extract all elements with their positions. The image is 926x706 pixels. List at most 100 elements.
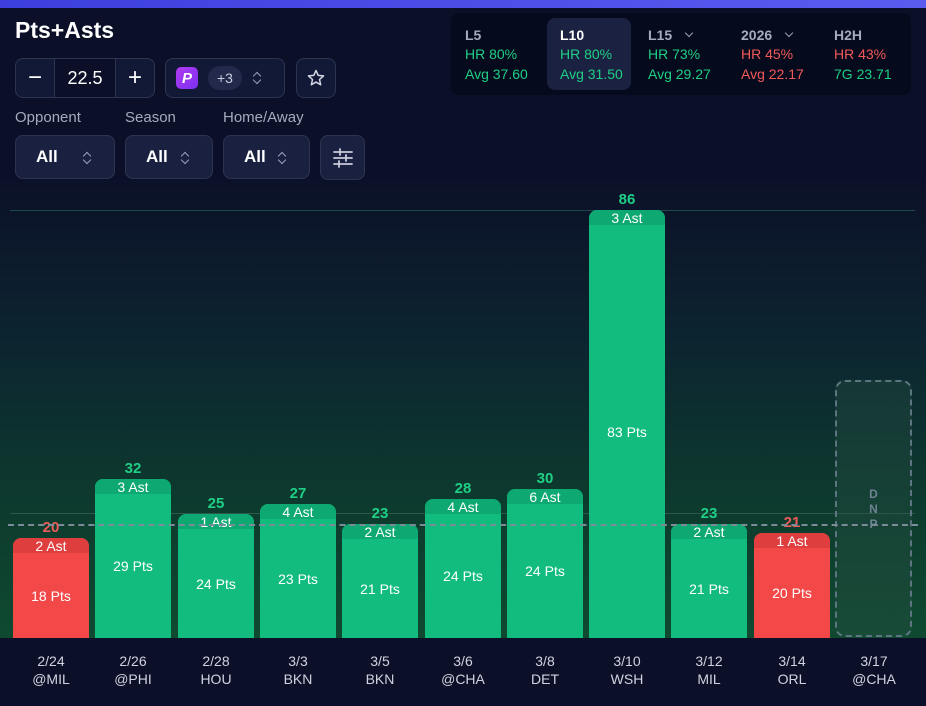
- assists-segment: [589, 210, 665, 225]
- stat-tab-l5[interactable]: L5 HR 80% Avg 37.60: [452, 18, 536, 90]
- x-axis-label: 3/8 DET: [504, 652, 586, 688]
- points-label: 21 Pts: [689, 581, 729, 597]
- total-value-label: 25: [207, 495, 225, 512]
- game-date: 3/8: [535, 653, 555, 669]
- assists-segment: [342, 524, 418, 539]
- x-axis-label: 3/14 ORL: [751, 652, 833, 688]
- assists-segment: [425, 499, 501, 514]
- game-opponent: HOU: [200, 671, 232, 687]
- points-label: 23 Pts: [278, 571, 318, 587]
- points-label: 21 Pts: [360, 581, 400, 597]
- game-date: 2/28: [202, 653, 230, 669]
- game-opponent: BKN: [283, 671, 313, 687]
- game-bar[interactable]: 6 Ast 24 Pts: [507, 489, 583, 638]
- total-value-label: 86: [618, 191, 636, 208]
- game-date: 3/14: [778, 653, 806, 669]
- stat-average: Avg 37.60: [465, 66, 528, 82]
- prizepicks-logo-icon: P: [176, 67, 198, 89]
- game-bar[interactable]: 4 Ast 23 Pts: [260, 504, 336, 638]
- opponent-select[interactable]: All: [15, 135, 115, 179]
- decrement-button[interactable]: −: [27, 64, 42, 91]
- points-label: 24 Pts: [525, 563, 565, 579]
- assists-label: 6 Ast: [529, 489, 561, 505]
- game-bar[interactable]: 1 Ast 24 Pts: [178, 514, 254, 638]
- game-opponent: DET: [531, 671, 559, 687]
- assists-label: 1 Ast: [200, 514, 232, 530]
- home-away-select[interactable]: All: [223, 135, 310, 179]
- x-axis-label: 3/3 BKN: [257, 652, 339, 688]
- stat-tab-2026[interactable]: 2026 HR 45% Avg 22.17: [728, 18, 812, 90]
- x-axis-label: 2/26 @PHI: [92, 652, 174, 688]
- game-bar[interactable]: 4 Ast 24 Pts: [425, 499, 501, 638]
- game-bar[interactable]: 3 Ast 29 Pts: [95, 479, 171, 638]
- x-axis-label: 3/17 @CHA: [833, 652, 915, 688]
- assists-segment: [260, 504, 336, 519]
- points-label: 24 Pts: [443, 568, 483, 584]
- assists-label: 2 Ast: [693, 524, 725, 540]
- game-date: 3/5: [370, 653, 390, 669]
- stat-tab-label: L5: [465, 26, 482, 43]
- more-books-count: +3: [208, 66, 242, 90]
- opponent-select-value: All: [36, 147, 58, 166]
- page-title: Pts+Asts: [15, 17, 115, 43]
- assists-label: 1 Ast: [776, 533, 808, 549]
- game-opponent: @CHA: [852, 671, 896, 687]
- x-axis: [0, 638, 926, 706]
- game-bar[interactable]: 1 Ast 20 Pts: [754, 533, 830, 638]
- stat-hit-rate: HR 73%: [648, 46, 701, 62]
- stat-tab-l15[interactable]: L15 HR 73% Avg 29.27: [635, 18, 719, 90]
- x-axis-label: 3/12 MIL: [668, 652, 750, 688]
- x-axis-label: 3/10 WSH: [586, 652, 668, 688]
- dnp-bar[interactable]: D N P: [835, 380, 912, 637]
- stat-average: Avg 31.50: [560, 66, 623, 82]
- assists-segment: [13, 538, 89, 553]
- total-value-label: 27: [289, 485, 307, 502]
- assists-segment: [95, 479, 171, 494]
- advanced-filters-button[interactable]: [320, 135, 365, 180]
- assists-segment: [507, 489, 583, 504]
- season-select[interactable]: All: [125, 135, 213, 179]
- hit-rate-panel: L5 HR 80% Avg 37.60 L10 HR 80% Avg 31.50…: [451, 13, 911, 95]
- line-value[interactable]: 22.5: [54, 59, 116, 97]
- assists-label: 2 Ast: [35, 538, 67, 554]
- points-label: 83 Pts: [607, 424, 647, 440]
- game-opponent: @MIL: [32, 671, 70, 687]
- stat-tab-l10[interactable]: L10 HR 80% Avg 31.50: [547, 18, 631, 90]
- chevron-down-icon: [684, 28, 694, 37]
- chevron-up-down-icon: [277, 151, 287, 165]
- stat-hit-rate: HR 43%: [834, 46, 887, 62]
- favorite-button[interactable]: [296, 58, 336, 98]
- stat-hit-rate: HR 80%: [465, 46, 518, 62]
- top-accent-strip: [0, 0, 926, 8]
- game-bar[interactable]: 3 Ast 83 Pts: [589, 210, 665, 638]
- stat-hit-rate: HR 80%: [560, 46, 613, 62]
- game-bar[interactable]: 2 Ast 21 Pts: [342, 524, 418, 638]
- points-label: 29 Pts: [113, 558, 153, 574]
- game-date: 2/24: [37, 653, 65, 669]
- stat-tab-label: L10: [560, 26, 585, 43]
- stat-average: 7G 23.71: [834, 66, 892, 82]
- chevron-up-down-icon: [180, 151, 190, 165]
- game-bar[interactable]: 2 Ast 21 Pts: [671, 524, 747, 638]
- season-filter-label: Season: [125, 109, 176, 126]
- prop-line-marker: [8, 524, 918, 526]
- total-value-label: 30: [536, 470, 554, 487]
- game-opponent: ORL: [777, 671, 807, 687]
- stat-tab-h2h[interactable]: H2H HR 43% 7G 23.71: [821, 18, 905, 90]
- assists-label: 2 Ast: [364, 524, 396, 540]
- increment-button[interactable]: +: [127, 64, 142, 91]
- line-stepper: − 22.5 +: [15, 58, 155, 98]
- game-date: 3/6: [453, 653, 473, 669]
- total-value-label: 23: [700, 505, 718, 522]
- game-bar[interactable]: 2 Ast 18 Pts: [13, 538, 89, 638]
- game-date: 3/17: [860, 653, 888, 669]
- sportsbook-select[interactable]: P +3: [165, 58, 285, 98]
- opponent-filter-label: Opponent: [15, 109, 81, 126]
- stat-hit-rate: HR 45%: [741, 46, 794, 62]
- x-axis-label: 2/24 @MIL: [10, 652, 92, 688]
- chevron-down-icon: [784, 28, 794, 37]
- points-label: 24 Pts: [196, 576, 236, 592]
- assists-segment: [671, 524, 747, 539]
- assists-label: 4 Ast: [447, 499, 479, 515]
- sliders-icon: [332, 147, 353, 168]
